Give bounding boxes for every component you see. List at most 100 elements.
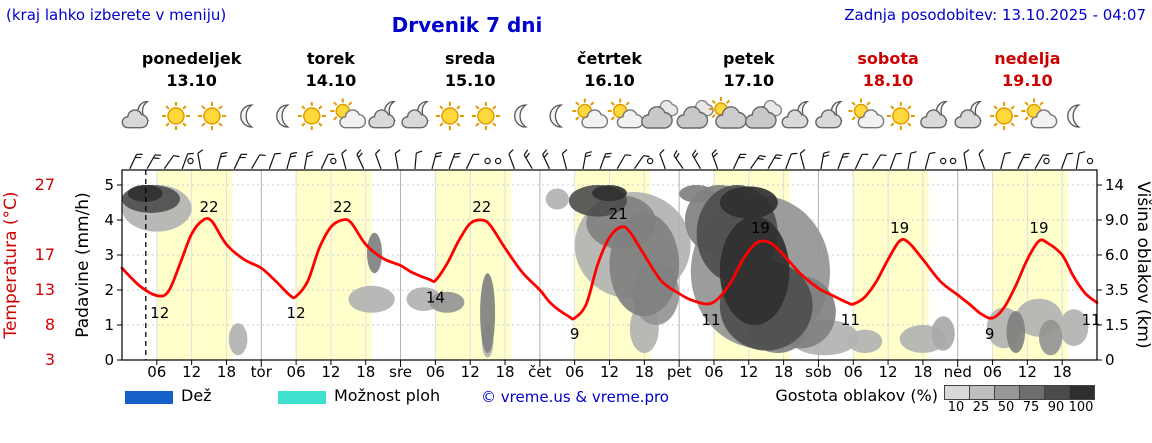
wind-barb — [889, 152, 902, 170]
wind-barb — [1060, 152, 1074, 170]
weather-icon-moon-cloud — [815, 100, 843, 129]
svg-text:18: 18 — [356, 363, 375, 381]
svg-text:06: 06 — [426, 363, 445, 381]
wind-barb — [750, 154, 766, 169]
wind-calm-icon — [187, 157, 194, 165]
svg-text:12: 12 — [321, 363, 340, 381]
weather-icon-moon-cloud — [781, 100, 810, 129]
wind-calm-icon — [484, 157, 491, 165]
svg-text:18: 18 — [495, 363, 514, 381]
svg-text:Padavine (mm/h): Padavine (mm/h) — [73, 192, 93, 337]
weather-icons — [121, 97, 1081, 130]
wind-calm-icon — [494, 157, 502, 165]
svg-text:6.0: 6.0 — [1105, 246, 1129, 264]
density-step-box — [944, 385, 970, 400]
svg-text:12: 12 — [1018, 363, 1037, 381]
svg-text:0: 0 — [104, 351, 114, 369]
wind-barb — [523, 149, 533, 170]
wind-barb — [197, 149, 204, 170]
temp-extreme-label: 19 — [890, 219, 909, 237]
svg-text:4: 4 — [104, 211, 114, 229]
temp-extreme-label: 22 — [472, 198, 491, 216]
temp-extreme-label: 21 — [609, 205, 628, 223]
svg-text:sob: sob — [805, 363, 832, 381]
weather-icon-sun-cloud — [607, 98, 644, 129]
weather-icon-moon-cloud — [401, 100, 430, 129]
temp-extreme-label: 12 — [150, 304, 169, 322]
svg-text:3: 3 — [45, 350, 55, 369]
wind-barb — [356, 149, 365, 170]
svg-text:sobota: sobota — [857, 49, 918, 68]
wind-barbs — [129, 149, 1094, 170]
wind-barb — [414, 150, 423, 170]
wind-barb — [233, 153, 248, 170]
svg-text:petek: petek — [723, 49, 775, 68]
wind-barb — [633, 154, 650, 169]
weather-icon-sun — [435, 102, 464, 130]
wind-barb — [394, 149, 401, 170]
wind-barb — [978, 149, 986, 170]
weather-icon-moon-cloud — [920, 100, 948, 129]
wind-barb — [616, 154, 632, 170]
cloud-cover-blobs — [122, 185, 1089, 358]
temp-extreme-label: 22 — [200, 198, 219, 216]
copyright-link[interactable]: © vreme.us & vreme.pro — [481, 388, 669, 406]
wind-barb — [448, 152, 461, 170]
wind-barb — [129, 153, 143, 170]
svg-text:sreda: sreda — [445, 49, 496, 68]
svg-text:ned: ned — [944, 363, 972, 381]
svg-text:06: 06 — [983, 363, 1002, 381]
svg-text:Višina oblakov (km): Višina oblakov (km) — [1133, 181, 1152, 348]
temp-extreme-label: 22 — [333, 198, 352, 216]
cloud-density-legend-label: Gostota oblakov (%) — [775, 386, 938, 405]
svg-text:18: 18 — [913, 363, 932, 381]
svg-text:nedelja: nedelja — [994, 49, 1060, 68]
svg-text:13: 13 — [35, 280, 55, 299]
wind-barb — [907, 151, 917, 170]
wind-barb — [599, 152, 612, 170]
svg-text:tor: tor — [251, 363, 273, 381]
svg-text:5: 5 — [104, 176, 114, 194]
wind-calm-icon — [330, 157, 337, 165]
wind-barb — [374, 149, 382, 170]
temp-extreme-label: 11 — [1082, 311, 1101, 329]
wind-barb — [1017, 153, 1031, 170]
location-menu-hint: (kraj lahko izberete v meniju) — [6, 6, 227, 24]
temp-extreme-label: 9 — [570, 325, 580, 343]
weather-icon-moon-cloud — [368, 100, 397, 129]
density-step-label: 25 — [972, 400, 990, 415]
temperature-extreme-labels: 12 22 12 22 14 22 9 21 11 19 11 19 9 19 11 — [150, 198, 1101, 343]
wind-barb — [785, 152, 798, 170]
svg-text:19.10: 19.10 — [1002, 71, 1053, 90]
plot-frame — [117, 169, 1102, 367]
wind-barb — [1075, 151, 1086, 170]
svg-text:3: 3 — [104, 246, 114, 264]
wind-barb — [732, 153, 747, 170]
wind-barb — [251, 154, 266, 170]
svg-text:8: 8 — [45, 315, 55, 334]
page-title: Drvenik 7 dni — [391, 13, 543, 37]
svg-text:12: 12 — [600, 363, 619, 381]
wind-barb — [673, 150, 684, 169]
svg-text:18: 18 — [1053, 363, 1072, 381]
wind-barb — [691, 149, 702, 170]
rain-legend-label: Dež — [181, 386, 212, 405]
wind-barb — [799, 149, 806, 170]
weather-icon-sun-cloud — [572, 98, 609, 129]
weather-icon-clouds — [641, 99, 679, 129]
wind-barb — [1000, 151, 1011, 170]
density-step-box — [1044, 385, 1070, 400]
wind-calm-icon — [646, 157, 654, 165]
svg-text:27: 27 — [35, 175, 55, 194]
svg-text:06: 06 — [565, 363, 584, 381]
cloud-density-scale: 10 25 50 75 90 100 — [944, 385, 1095, 415]
wind-calm-icon — [940, 157, 947, 165]
temperature-curve — [120, 216, 1099, 321]
temp-extreme-label: 11 — [841, 311, 860, 329]
wind-barb — [163, 154, 180, 169]
weather-icon-clouds — [676, 99, 714, 129]
temp-extreme-label: 12 — [287, 304, 306, 322]
